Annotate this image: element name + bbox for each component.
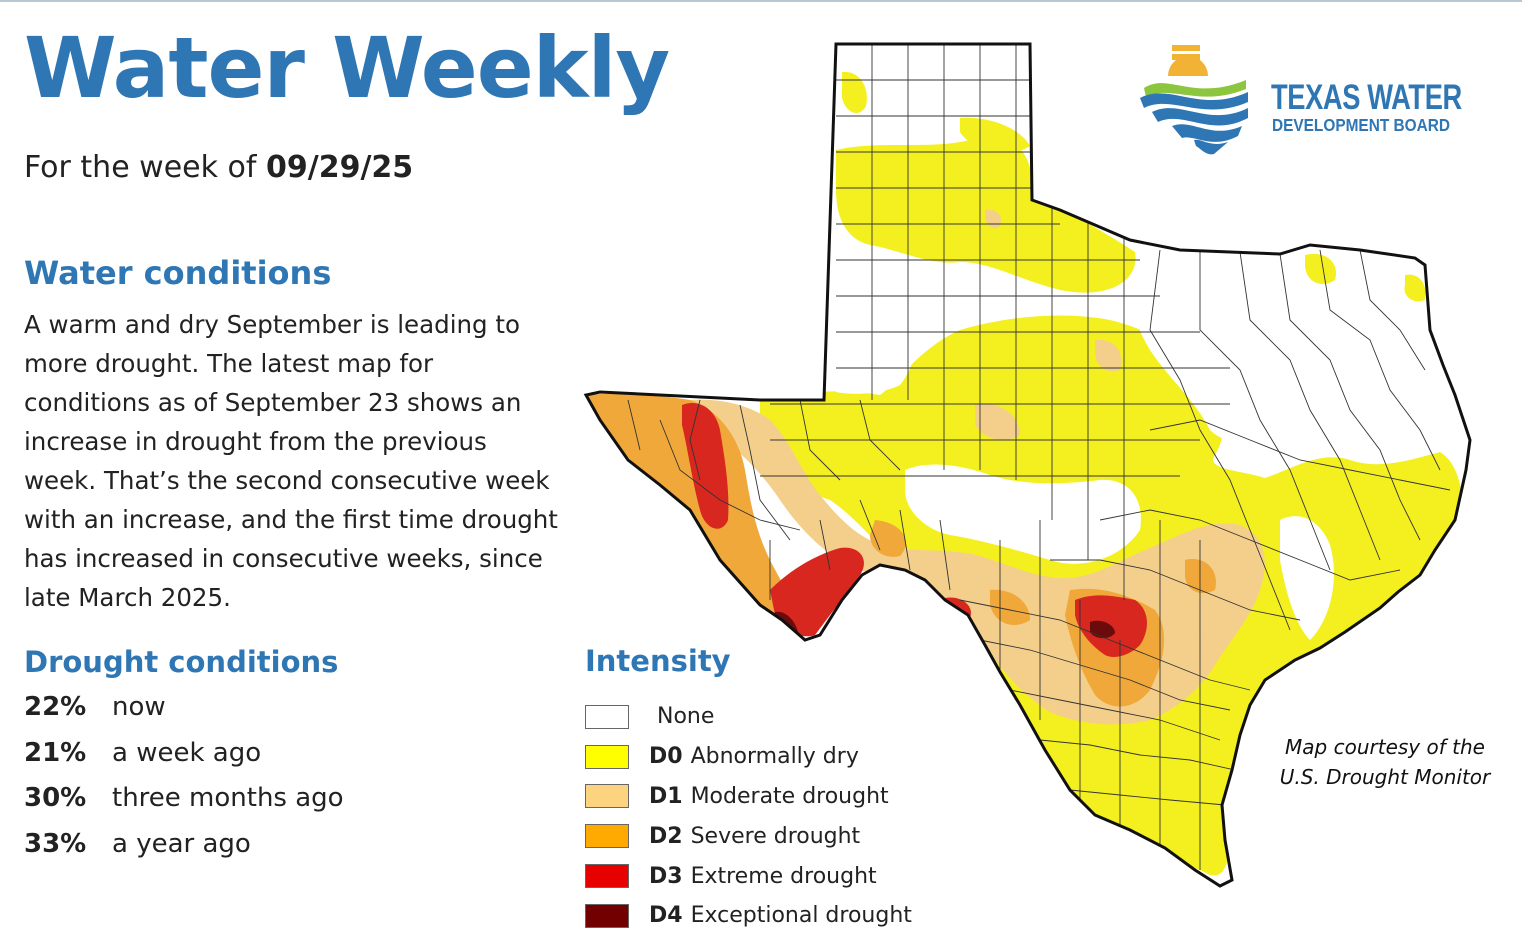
week-prefix: For the week of — [24, 150, 257, 185]
drought-conditions-heading: Drought conditions — [24, 645, 339, 679]
credit-line-2: U.S. Drought Monitor — [1279, 765, 1491, 789]
legend-label: Abnormally dry — [690, 744, 859, 770]
legend-label: Severe drought — [690, 823, 861, 849]
drought-percent: 21% — [24, 737, 87, 768]
drought-percent: 22% — [24, 692, 87, 722]
legend-item: D4 Exceptional drought — [585, 896, 912, 936]
legend-item: D0 Abnormally dry — [585, 737, 912, 777]
legend-label: Exceptional drought — [690, 903, 912, 929]
drought-row: 30% three months ago — [24, 783, 344, 829]
legend-swatch — [585, 744, 629, 769]
drought-period: a week ago — [112, 737, 262, 768]
legend-swatch — [585, 903, 629, 928]
legend-item: D3 Extreme drought — [585, 856, 912, 896]
legend-code: D3 — [649, 863, 683, 889]
legend-list: None D0 Abnormally dry D1 Moderate droug… — [585, 697, 912, 936]
legend-label: Moderate drought — [690, 783, 889, 809]
credit-line-1: Map courtesy of the — [1285, 735, 1485, 759]
drought-percent: 30% — [24, 783, 87, 813]
drought-period: three months ago — [112, 783, 344, 813]
legend-item: None — [585, 697, 912, 737]
logo-name: TEXAS WATER — [1271, 78, 1462, 117]
legend-label: None — [657, 704, 715, 730]
legend-swatch — [585, 824, 629, 849]
drought-percent: 33% — [24, 828, 87, 859]
legend-heading: Intensity — [585, 644, 731, 678]
none-holes — [836, 240, 1415, 640]
legend-label: Extreme drought — [690, 863, 877, 889]
drought-conditions-list: 22% now 21% a week ago 30% three months … — [24, 692, 344, 874]
water-conditions-body: A warm and dry September is leading to m… — [24, 310, 558, 612]
legend-swatch — [585, 704, 629, 729]
legend-code: D1 — [649, 783, 683, 809]
legend-item: D1 Moderate drought — [585, 777, 912, 817]
map-credit: Map courtesy of the U.S. Drought Monitor — [1268, 732, 1502, 792]
legend-item: D2 Severe drought — [585, 816, 912, 856]
drought-row: 21% a week ago — [24, 738, 344, 784]
drought-areas — [586, 71, 1463, 876]
legend-code: D4 — [649, 903, 683, 929]
legend-code: D0 — [649, 744, 683, 770]
drought-row: 33% a year ago — [24, 829, 344, 875]
legend-code: D2 — [649, 823, 683, 849]
page-title: Water Weekly — [24, 19, 670, 117]
week-date: 09/29/25 — [266, 150, 414, 185]
logo-mark — [1140, 45, 1248, 155]
drought-period: now — [112, 692, 166, 722]
tx-water-wave-logo-icon: TEXAS WATER DEVELOPMENT BOARD — [1138, 42, 1498, 160]
top-rule — [0, 0, 1522, 2]
water-conditions-heading: Water conditions — [24, 254, 332, 292]
legend-swatch — [585, 864, 629, 889]
legend-swatch — [585, 784, 629, 809]
d3-regions — [682, 402, 1147, 657]
county-lines — [627, 44, 1451, 870]
logo-subname: DEVELOPMENT BOARD — [1272, 115, 1450, 135]
drought-row: 22% now — [24, 692, 344, 738]
drought-period: a year ago — [112, 828, 251, 859]
texas-drought-map — [584, 42, 1472, 888]
week-line: For the week of 09/29/25 — [24, 150, 413, 185]
